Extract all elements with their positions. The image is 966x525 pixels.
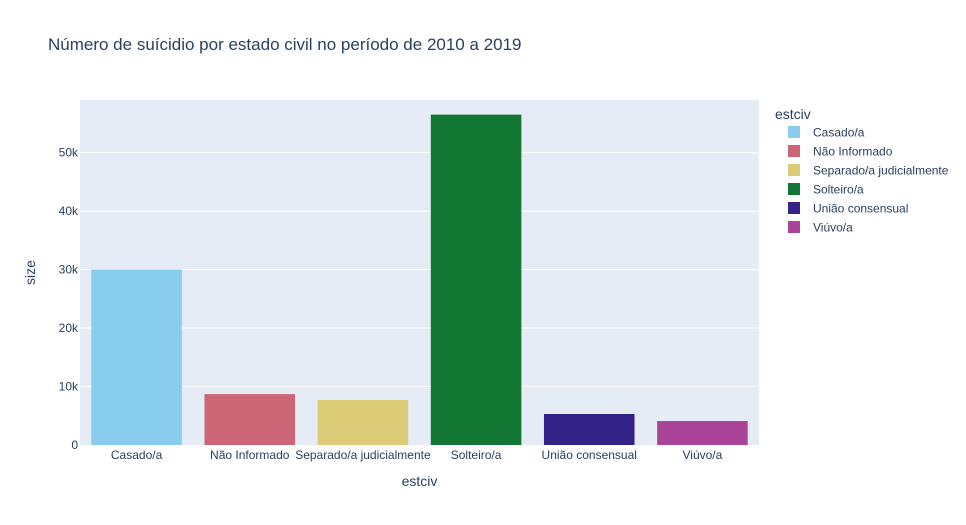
bar[interactable] [91,269,182,445]
legend: estciv Casado/a Não Informado Separado/a j… [775,106,949,235]
bar[interactable] [317,399,409,445]
x-tick-label: Separado/a judicialmente [295,448,431,462]
legend-swatch[interactable] [788,145,800,157]
plot-area [80,100,759,445]
legend-item-label[interactable]: União consensual [813,202,908,216]
bar[interactable] [204,394,296,445]
legend-item-label[interactable]: Casado/a [813,126,865,140]
y-axis-ticks: 0 10k 20k 30k 40k 50k [59,146,79,452]
legend-swatch[interactable] [788,221,800,233]
y-tick-label: 40k [59,204,79,218]
x-axis-ticks: Casado/a Não Informado Separado/a judicial… [111,448,723,462]
y-tick-label: 10k [59,380,79,394]
y-tick-label: 20k [59,321,79,335]
legend-swatch[interactable] [788,202,800,214]
x-tick-label: Solteiro/a [451,448,502,462]
legend-item-label[interactable]: Solteiro/a [813,183,864,197]
legend-swatch[interactable] [788,183,800,195]
x-tick-label: Casado/a [111,448,163,462]
legend-item-label[interactable]: Separado/a judicialmente [813,164,949,178]
legend-item-label[interactable]: Não Informado [813,145,893,159]
legend-swatch[interactable] [788,164,800,176]
x-tick-label: Viúvo/a [683,448,723,462]
y-tick-label: 30k [59,263,79,277]
y-tick-label: 0 [71,438,78,452]
bars [91,114,748,445]
bar[interactable] [430,114,522,445]
y-tick-label: 50k [59,146,79,160]
legend-items: Casado/a Não Informado Separado/a judicial… [788,126,949,235]
legend-swatch[interactable] [788,126,800,138]
bar[interactable] [543,414,635,445]
x-tick-label: Não Informado [210,448,290,462]
legend-title: estciv [775,106,811,122]
gridlines [80,152,759,388]
x-tick-label: União consensual [542,448,637,462]
chart-title: Número de suícidio por estado civil no p… [48,35,521,54]
x-axis-label: estciv [402,473,438,489]
bar[interactable] [657,421,748,445]
y-axis-label: size [22,260,38,285]
legend-item-label[interactable]: Viúvo/a [813,221,853,235]
